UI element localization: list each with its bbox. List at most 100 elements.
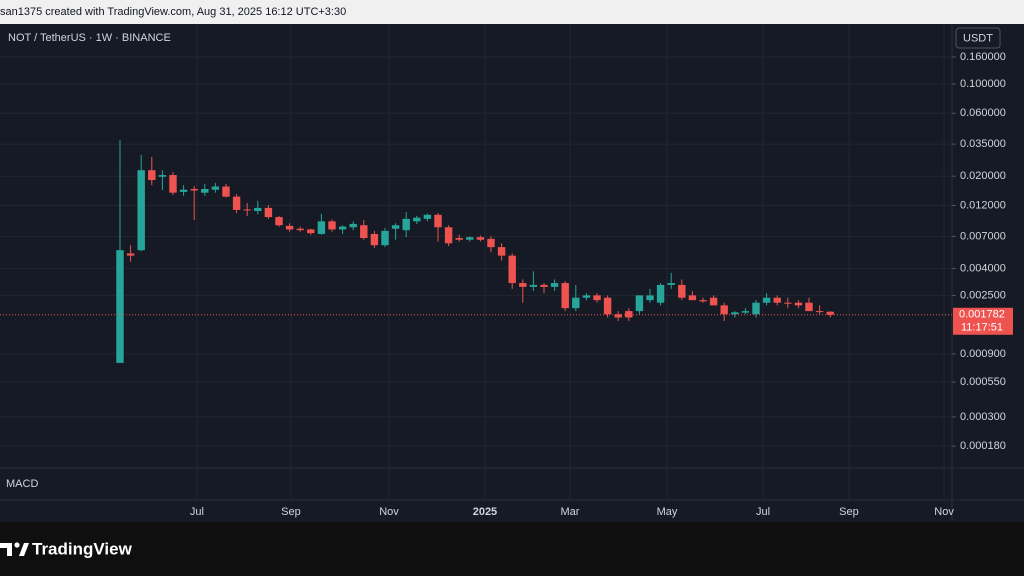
candle-body <box>201 188 209 193</box>
brand-logo <box>0 542 29 556</box>
y-tick-label: 0.000550 <box>960 376 1006 388</box>
candle-body <box>497 247 506 256</box>
x-tick-label: Nov <box>379 506 399 518</box>
candles <box>0 140 952 363</box>
candle-body <box>413 217 421 222</box>
last-price-label: 0.001782 <box>959 309 1005 321</box>
candle-body <box>529 284 538 287</box>
footer-bar <box>0 522 1024 576</box>
candle-body <box>190 188 198 191</box>
candle-body <box>487 238 495 248</box>
candle-body <box>360 225 368 239</box>
candle-body <box>709 297 718 306</box>
candle-body <box>731 312 739 315</box>
last-price-box <box>953 307 1013 335</box>
candle-body <box>794 302 803 306</box>
candle-body <box>603 297 612 315</box>
candle-body <box>635 295 644 312</box>
candle-body <box>699 300 707 302</box>
candle-body <box>561 283 569 309</box>
candle-body <box>349 223 357 228</box>
x-tick-label: Nov <box>934 506 954 518</box>
candle-body <box>815 311 824 313</box>
candle-body <box>222 186 230 197</box>
x-tick-label: Mar <box>560 506 579 518</box>
candle-body <box>688 295 697 301</box>
candle-body <box>116 250 124 363</box>
candle-body <box>402 218 410 231</box>
candle-body <box>667 283 675 285</box>
y-tick-label: 0.000300 <box>960 411 1006 423</box>
candle-body <box>317 221 326 234</box>
candle-body <box>646 295 654 301</box>
candle-body <box>328 221 336 230</box>
y-tick-label: 0.012000 <box>960 199 1006 211</box>
candle-body <box>519 283 527 287</box>
candle-body <box>540 284 548 287</box>
candle-body <box>572 297 580 309</box>
y-tick-label: 0.007000 <box>960 230 1006 242</box>
candle-body <box>773 297 781 303</box>
y-tick-label: 0.020000 <box>960 170 1006 182</box>
y-tick-label: 0.060000 <box>960 107 1006 119</box>
candle-body <box>826 311 834 315</box>
y-tick-label: 0.160000 <box>960 51 1006 63</box>
candle-body <box>678 284 686 298</box>
currency-box[interactable] <box>955 27 1001 49</box>
axis-labels: 0.160000 0.100000 0.060000 0.035000 0.020000… <box>190 51 1013 518</box>
candle-body <box>614 314 622 318</box>
symbol-title: NOT / TetherUS · 1W · BINANCE <box>8 32 171 44</box>
candle-body <box>158 175 167 177</box>
candle-body <box>137 170 145 251</box>
x-tick-label: May <box>657 506 678 518</box>
y-tick-label: 0.002500 <box>960 289 1006 301</box>
candle-body <box>444 227 453 244</box>
candle-body <box>285 225 294 230</box>
candle-body <box>582 295 591 298</box>
x-tick-label: Jul <box>756 506 770 518</box>
y-tick-label: 0.000180 <box>960 440 1006 452</box>
candle-body <box>148 170 156 181</box>
y-tick-label: 0.035000 <box>960 138 1006 150</box>
candle-body <box>550 283 559 287</box>
candle-body <box>243 209 251 211</box>
currency-label[interactable]: USDT <box>963 32 993 44</box>
x-tick-label: 2025 <box>473 506 497 518</box>
indicator-label: MACD <box>6 478 38 490</box>
candle-body <box>625 311 633 318</box>
candle-body <box>508 255 516 284</box>
header-bar <box>0 0 1024 24</box>
brand-name: TradingView <box>32 539 133 558</box>
candle-body <box>741 311 750 313</box>
candle-body <box>593 295 601 301</box>
candle-body <box>338 226 347 230</box>
x-tick-label: Sep <box>281 506 301 518</box>
candle-body <box>169 175 177 193</box>
candle-body <box>391 225 400 229</box>
countdown-label: 11:17:51 <box>961 322 1003 334</box>
candle-body <box>805 302 813 312</box>
candle-body <box>296 228 304 231</box>
candle-body <box>455 238 463 240</box>
candle-body <box>752 302 760 315</box>
candle-body <box>126 253 135 256</box>
candle-body <box>264 207 273 218</box>
candle-body <box>784 302 792 304</box>
candle-body <box>466 237 474 240</box>
candle-body <box>275 217 283 226</box>
x-tick-label: Jul <box>190 506 204 518</box>
candle-body <box>370 233 379 246</box>
y-tick-label: 0.000900 <box>960 348 1006 360</box>
grid <box>0 24 952 500</box>
y-tick-label: 0.004000 <box>960 262 1006 274</box>
candle-body <box>307 229 315 234</box>
candle-body <box>762 297 771 303</box>
header-caption: san1375 created with TradingView.com, Au… <box>0 6 346 18</box>
candle-body <box>434 214 442 228</box>
candle-body <box>423 214 432 219</box>
candle-body <box>381 230 389 246</box>
y-tick-label: 0.100000 <box>960 78 1006 90</box>
candle-body <box>232 196 241 210</box>
